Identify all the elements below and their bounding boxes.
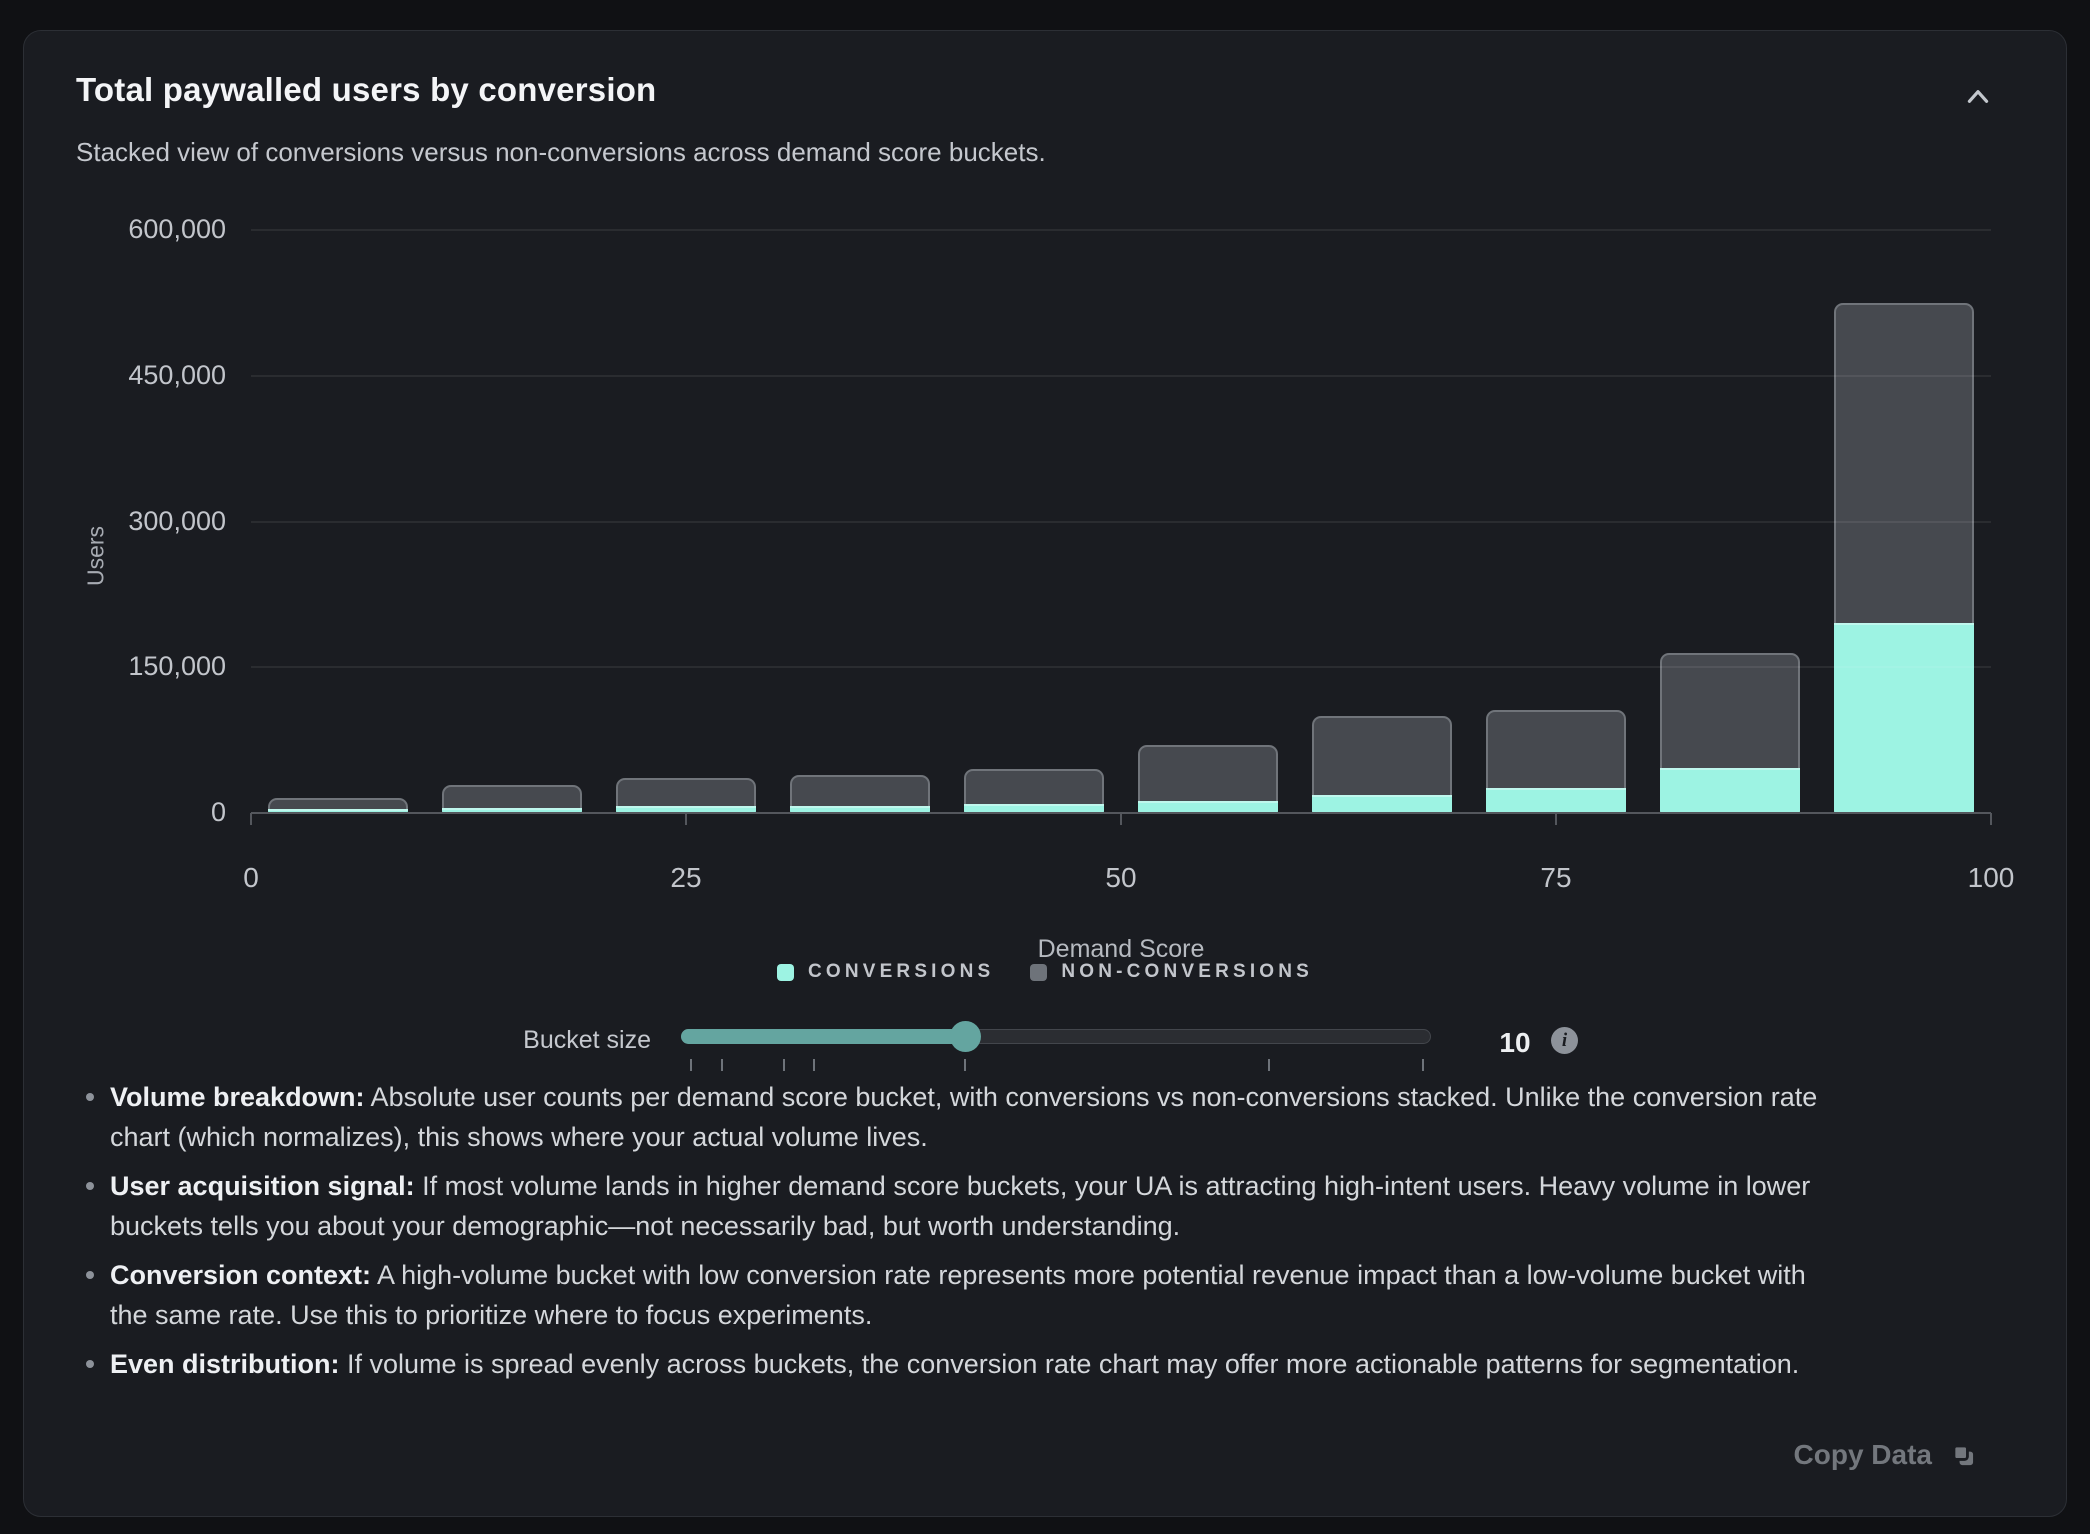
x-axis-title: Demand Score <box>1037 935 1205 963</box>
slider-tick-mark <box>1268 1059 1270 1071</box>
bar-bucket-80-90[interactable] <box>1659 652 1801 813</box>
bar-segment-non-conversions[interactable] <box>1311 715 1453 795</box>
x-tick-label: 100 <box>1967 862 2015 893</box>
bar-segment-non-conversions[interactable] <box>615 778 757 807</box>
copy-data-button[interactable]: Copy Data <box>1794 1439 1977 1471</box>
bar-bucket-0-10[interactable] <box>267 798 409 813</box>
insight-item: Conversion context: A high-volume bucket… <box>84 1255 1994 1335</box>
slider-tick-mark <box>964 1059 967 1071</box>
bar-segment-conversions[interactable] <box>615 806 757 813</box>
bar-segment-non-conversions[interactable] <box>1137 745 1279 802</box>
bar-segment-conversions[interactable] <box>1311 794 1453 813</box>
bar-segment-conversions[interactable] <box>441 808 583 813</box>
gridline <box>251 666 1991 669</box>
bar-bucket-90-100[interactable] <box>1833 302 1975 813</box>
slider-fill <box>681 1029 966 1044</box>
plot-area <box>250 229 1992 825</box>
insight-item: Volume breakdown: Absolute user counts p… <box>84 1077 1994 1157</box>
insight-lead: Conversion context: <box>110 1260 372 1290</box>
insight-item: Even distribution: If volume is spread e… <box>84 1344 1994 1384</box>
legend-item-non-conversions[interactable]: NON-CONVERSIONS <box>1030 961 1313 983</box>
legend-swatch <box>776 963 794 981</box>
bucket-size-slider[interactable] <box>681 1021 1431 1071</box>
bar-segment-conversions[interactable] <box>1659 768 1801 813</box>
chevron-up-icon <box>1967 90 1989 103</box>
insight-item: User acquisition signal: If most volume … <box>84 1166 1994 1246</box>
legend-item-conversions[interactable]: CONVERSIONS <box>776 961 995 983</box>
bar-segment-conversions[interactable] <box>267 809 409 813</box>
bar-bucket-30-40[interactable] <box>789 775 931 813</box>
bar-segment-non-conversions[interactable] <box>267 798 409 810</box>
bar-bucket-20-30[interactable] <box>615 778 757 813</box>
chart-legend: CONVERSIONS NON-CONVERSIONS <box>24 961 2066 983</box>
insight-lead: Even distribution: <box>110 1349 340 1379</box>
x-tick-label: 0 <box>243 862 259 893</box>
legend-label: NON-CONVERSIONS <box>1061 961 1314 982</box>
bucket-size-value: 10 <box>1499 1027 1531 1058</box>
legend-label: CONVERSIONS <box>807 961 995 982</box>
bar-segment-non-conversions[interactable] <box>1485 710 1627 788</box>
y-tick-label: 300,000 <box>128 505 226 536</box>
info-icon[interactable]: i <box>1551 1027 1578 1054</box>
slider-tick-mark <box>782 1059 785 1071</box>
bar-segment-conversions[interactable] <box>1137 801 1279 813</box>
x-tick-mark <box>1555 813 1557 825</box>
insights-list: Volume breakdown: Absolute user counts p… <box>84 1077 1994 1393</box>
gridline <box>251 374 1991 377</box>
gridline <box>251 520 1991 523</box>
bar-bucket-70-80[interactable] <box>1485 710 1627 813</box>
bar-bucket-60-70[interactable] <box>1311 715 1453 813</box>
x-tick-label: 75 <box>1540 862 1572 893</box>
y-tick-label: 150,000 <box>128 651 226 682</box>
x-tick-mark <box>1120 813 1122 825</box>
legend-swatch <box>1030 963 1048 981</box>
bar-bucket-10-20[interactable] <box>441 784 583 813</box>
bucket-size-label: Bucket size <box>523 1026 651 1054</box>
y-axis-title: Users <box>82 525 109 587</box>
insight-lead: User acquisition signal: <box>110 1171 415 1201</box>
x-tick-mark <box>250 813 252 825</box>
slider-tick-mark <box>721 1059 724 1071</box>
slider-tick-mark <box>812 1059 815 1071</box>
y-tick-label: 600,000 <box>128 214 226 244</box>
stacked-bar-chart: 0 150,000 300,000 450,000 600,000 Users 0 25 5… <box>24 31 2066 991</box>
collapse-button[interactable] <box>1956 75 2000 119</box>
chart-card: Total paywalled users by conversion Stac… <box>23 30 2067 1517</box>
x-tick-label: 25 <box>670 862 702 893</box>
y-tick-label: 0 <box>210 797 226 827</box>
x-tick-label: 50 <box>1105 862 1137 893</box>
bar-segment-non-conversions[interactable] <box>1833 302 1975 623</box>
bar-segment-conversions[interactable] <box>1485 787 1627 813</box>
x-tick-mark <box>1990 813 1992 825</box>
insight-lead: Volume breakdown: <box>110 1082 365 1112</box>
bar-segment-non-conversions[interactable] <box>1659 652 1801 769</box>
slider-thumb[interactable] <box>950 1021 982 1052</box>
x-tick-mark <box>685 813 687 825</box>
bar-segment-conversions[interactable] <box>963 804 1105 813</box>
slider-tick-mark <box>1421 1059 1424 1071</box>
bar-bucket-50-60[interactable] <box>1137 745 1279 813</box>
bar-segment-non-conversions[interactable] <box>441 784 583 809</box>
bar-segment-conversions[interactable] <box>1833 622 1975 813</box>
gridline <box>251 229 1991 231</box>
bar-bucket-40-50[interactable] <box>963 769 1105 813</box>
card-subtitle: Stacked view of conversions versus non-c… <box>76 137 1046 167</box>
bar-segment-non-conversions[interactable] <box>789 775 931 807</box>
copy-icon <box>1952 1444 1974 1465</box>
bar-segment-non-conversions[interactable] <box>963 769 1105 805</box>
copy-data-label: Copy Data <box>1793 1439 1932 1470</box>
slider-tick-mark <box>689 1059 692 1071</box>
y-tick-label: 450,000 <box>128 359 226 390</box>
card-title: Total paywalled users by conversion <box>76 71 657 108</box>
bar-segment-conversions[interactable] <box>789 806 931 813</box>
